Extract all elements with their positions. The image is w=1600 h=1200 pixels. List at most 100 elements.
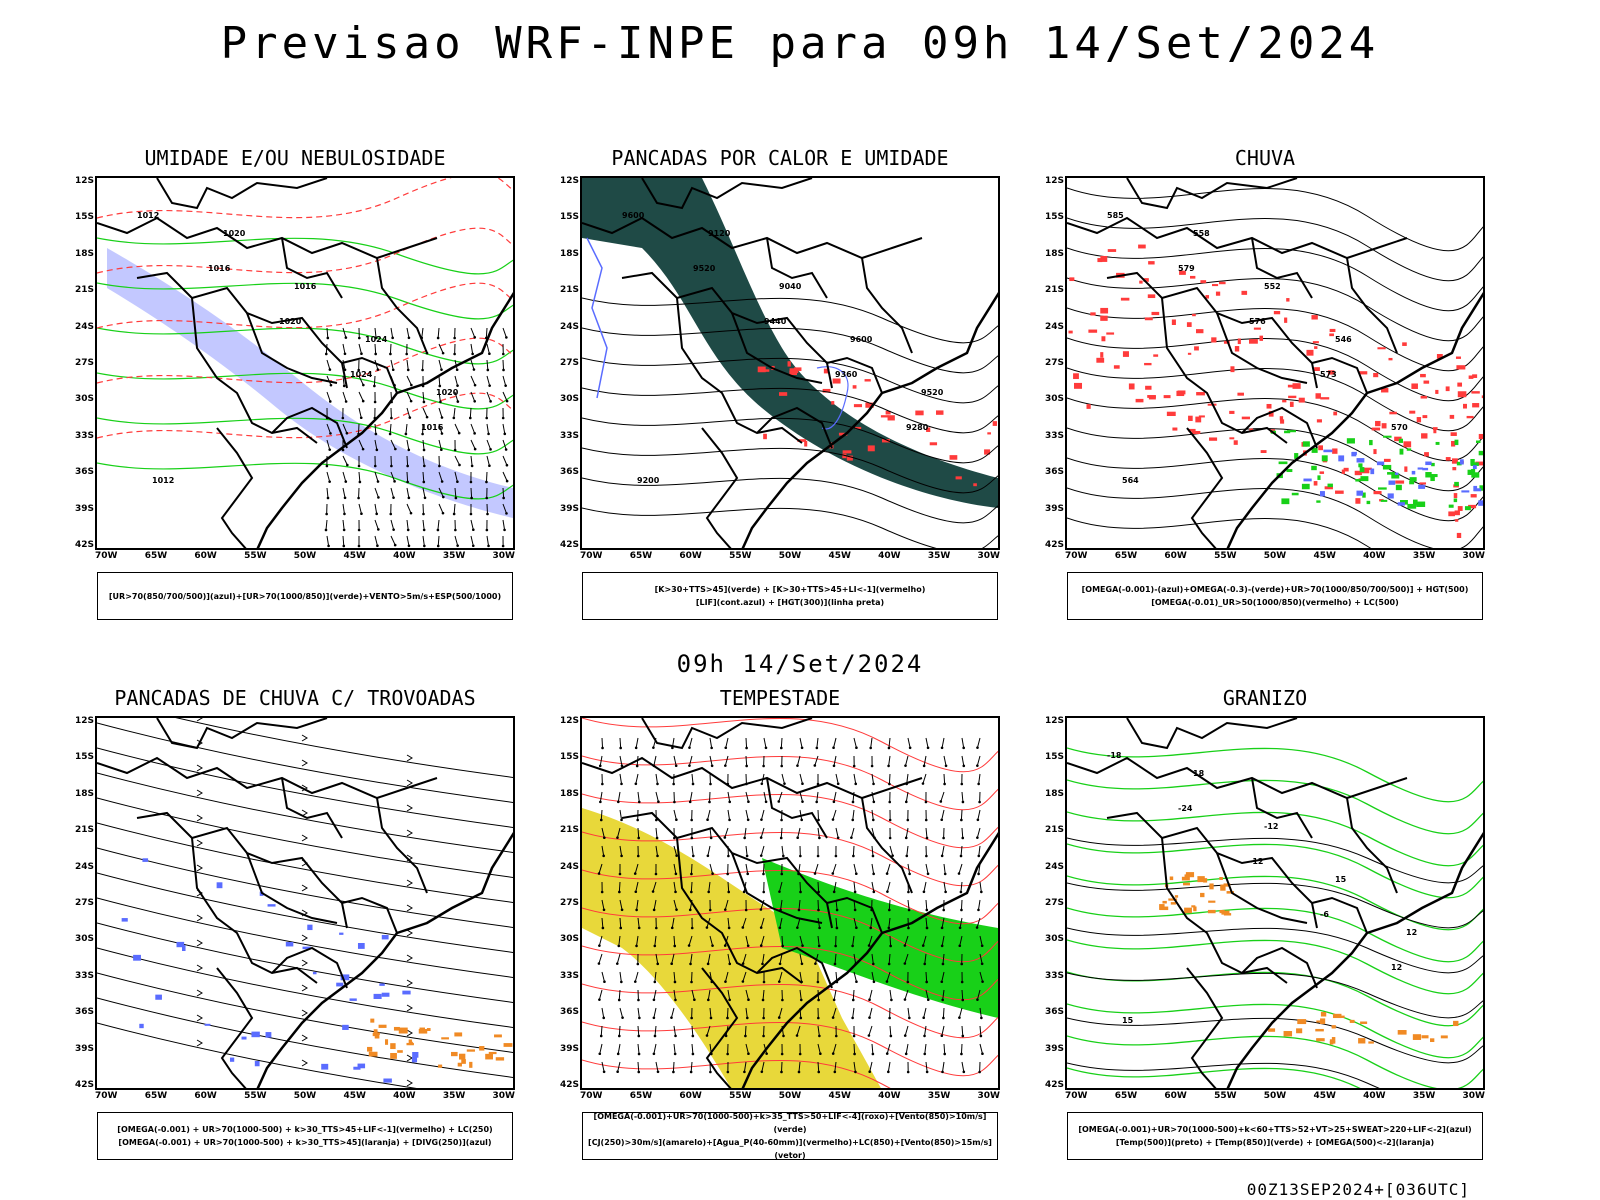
wind-vector-head: [470, 464, 474, 468]
contour-label: 579: [1178, 264, 1195, 273]
wind-vector-head: [501, 544, 505, 548]
wind-vector-head: [981, 980, 984, 983]
wind-vector-head: [816, 980, 820, 984]
longitude-tick: 60W: [194, 551, 217, 561]
rain-area-green: [1407, 503, 1417, 509]
convection-area-orange: [374, 1033, 380, 1039]
wind-vector: [959, 935, 963, 946]
wind-vector-head: [406, 528, 410, 532]
wind-vector: [904, 989, 909, 1000]
latitude-tick: 36S: [75, 1007, 95, 1018]
wind-vector-head: [778, 926, 782, 930]
wind-vector: [673, 755, 677, 766]
convection-area-orange: [397, 1050, 403, 1053]
temperature-850-contour-green: [1067, 1035, 1483, 1088]
longitude-tick: 65W: [629, 551, 653, 561]
wind-vector: [961, 989, 964, 1001]
rain-area-red: [1471, 391, 1480, 394]
wind-vector-head: [709, 836, 713, 840]
latitude-tick: 15S: [1045, 752, 1065, 763]
longitude-axis: 70W 65W 60W 55W 50W 45W 40W 35W 30W: [580, 551, 1000, 563]
streamline-arrow: [406, 929, 413, 937]
wind-vector: [959, 917, 963, 928]
rain-area-green: [1430, 474, 1438, 478]
contour-label: 9360: [835, 370, 858, 379]
country-border: [621, 811, 833, 929]
wind-vector: [438, 439, 442, 450]
wind-vector-head: [872, 800, 876, 804]
rain-area-red: [1445, 457, 1451, 461]
wind-vector-head: [958, 944, 962, 948]
rain-area-red: [1343, 467, 1349, 472]
rain-area-red: [1354, 470, 1362, 476]
convection-area-orange: [441, 1037, 449, 1040]
wind-vector: [374, 535, 378, 546]
wind-vector: [869, 1061, 873, 1072]
wind-vector-head: [960, 1052, 963, 1056]
height-contour-black: [582, 327, 998, 374]
wind-vector-head: [762, 1016, 765, 1020]
wind-vector-head: [503, 432, 507, 436]
wind-vector-head: [656, 962, 660, 966]
lifted-index-contour-blue: [586, 237, 608, 399]
wind-vector-head: [485, 496, 489, 500]
longitude-tick: 65W: [144, 1091, 168, 1101]
wind-vector-head: [635, 764, 639, 768]
rain-area-red: [1298, 397, 1305, 403]
contour-label: -12: [1264, 822, 1278, 831]
divergence-area-blue: [349, 998, 357, 1001]
wind-vector: [485, 327, 488, 339]
wind-vector: [637, 791, 640, 802]
rain-area-red: [1179, 270, 1186, 275]
contour-label: 564: [1122, 476, 1139, 485]
rain-area-red: [1314, 346, 1318, 349]
wind-vector: [636, 899, 639, 910]
contour-label: 15: [1122, 1016, 1134, 1025]
rain-area-red: [1100, 255, 1108, 262]
latitude-tick: 24S: [560, 321, 580, 332]
wind-vector: [961, 755, 965, 766]
wind-vector: [688, 935, 693, 946]
rain-area-blue: [1422, 467, 1429, 471]
wind-vector: [619, 773, 623, 784]
wind-vector-head: [324, 352, 328, 356]
country-border: [641, 718, 813, 750]
rain-area-red: [1223, 340, 1230, 344]
wind-vector-head: [690, 980, 693, 984]
wind-vector: [454, 375, 459, 386]
divergence-area-blue: [373, 993, 382, 1000]
streamline-arrow: [196, 789, 203, 797]
wind-vector: [905, 755, 909, 766]
country-border: [621, 271, 833, 389]
wind-vector: [744, 827, 747, 838]
panel-title: PANCADAS POR CALOR E UMIDADE: [611, 146, 949, 170]
latitude-tick: 36S: [1045, 1007, 1065, 1018]
wind-vector-head: [342, 384, 346, 388]
wind-vector-head: [923, 1052, 927, 1056]
wind-vector-head: [636, 854, 640, 858]
wind-vector-head: [329, 432, 332, 435]
wind-vector-head: [502, 496, 505, 500]
wind-vector-head: [724, 1034, 728, 1038]
wind-vector: [601, 971, 605, 982]
wind-vector: [406, 455, 409, 467]
wind-vector-head: [832, 764, 836, 768]
rain-area-red: [1208, 437, 1218, 441]
longitude-tick: 50W: [1263, 1091, 1287, 1101]
wind-vector: [326, 487, 329, 499]
streamline-arrow: [406, 879, 413, 887]
latitude-tick: 12S: [75, 716, 95, 726]
wind-vector: [390, 519, 395, 530]
rain-area-red: [1229, 437, 1235, 440]
rain-area-red: [1241, 290, 1248, 295]
wind-vector: [796, 755, 801, 766]
rain-area-red: [1205, 295, 1210, 299]
latitude-axis: 12S 15S 18S 21S 24S 27S 30S 33S 36S 39S 42S: [560, 716, 580, 1090]
wind-vector-head: [854, 1070, 857, 1074]
wind-vector-head: [406, 464, 409, 468]
rain-area-red: [1472, 403, 1480, 408]
wind-vector: [326, 423, 331, 434]
longitude-tick: 30W: [1462, 1091, 1485, 1101]
wind-vector-head: [635, 944, 638, 948]
latitude-tick: 33S: [75, 430, 95, 441]
